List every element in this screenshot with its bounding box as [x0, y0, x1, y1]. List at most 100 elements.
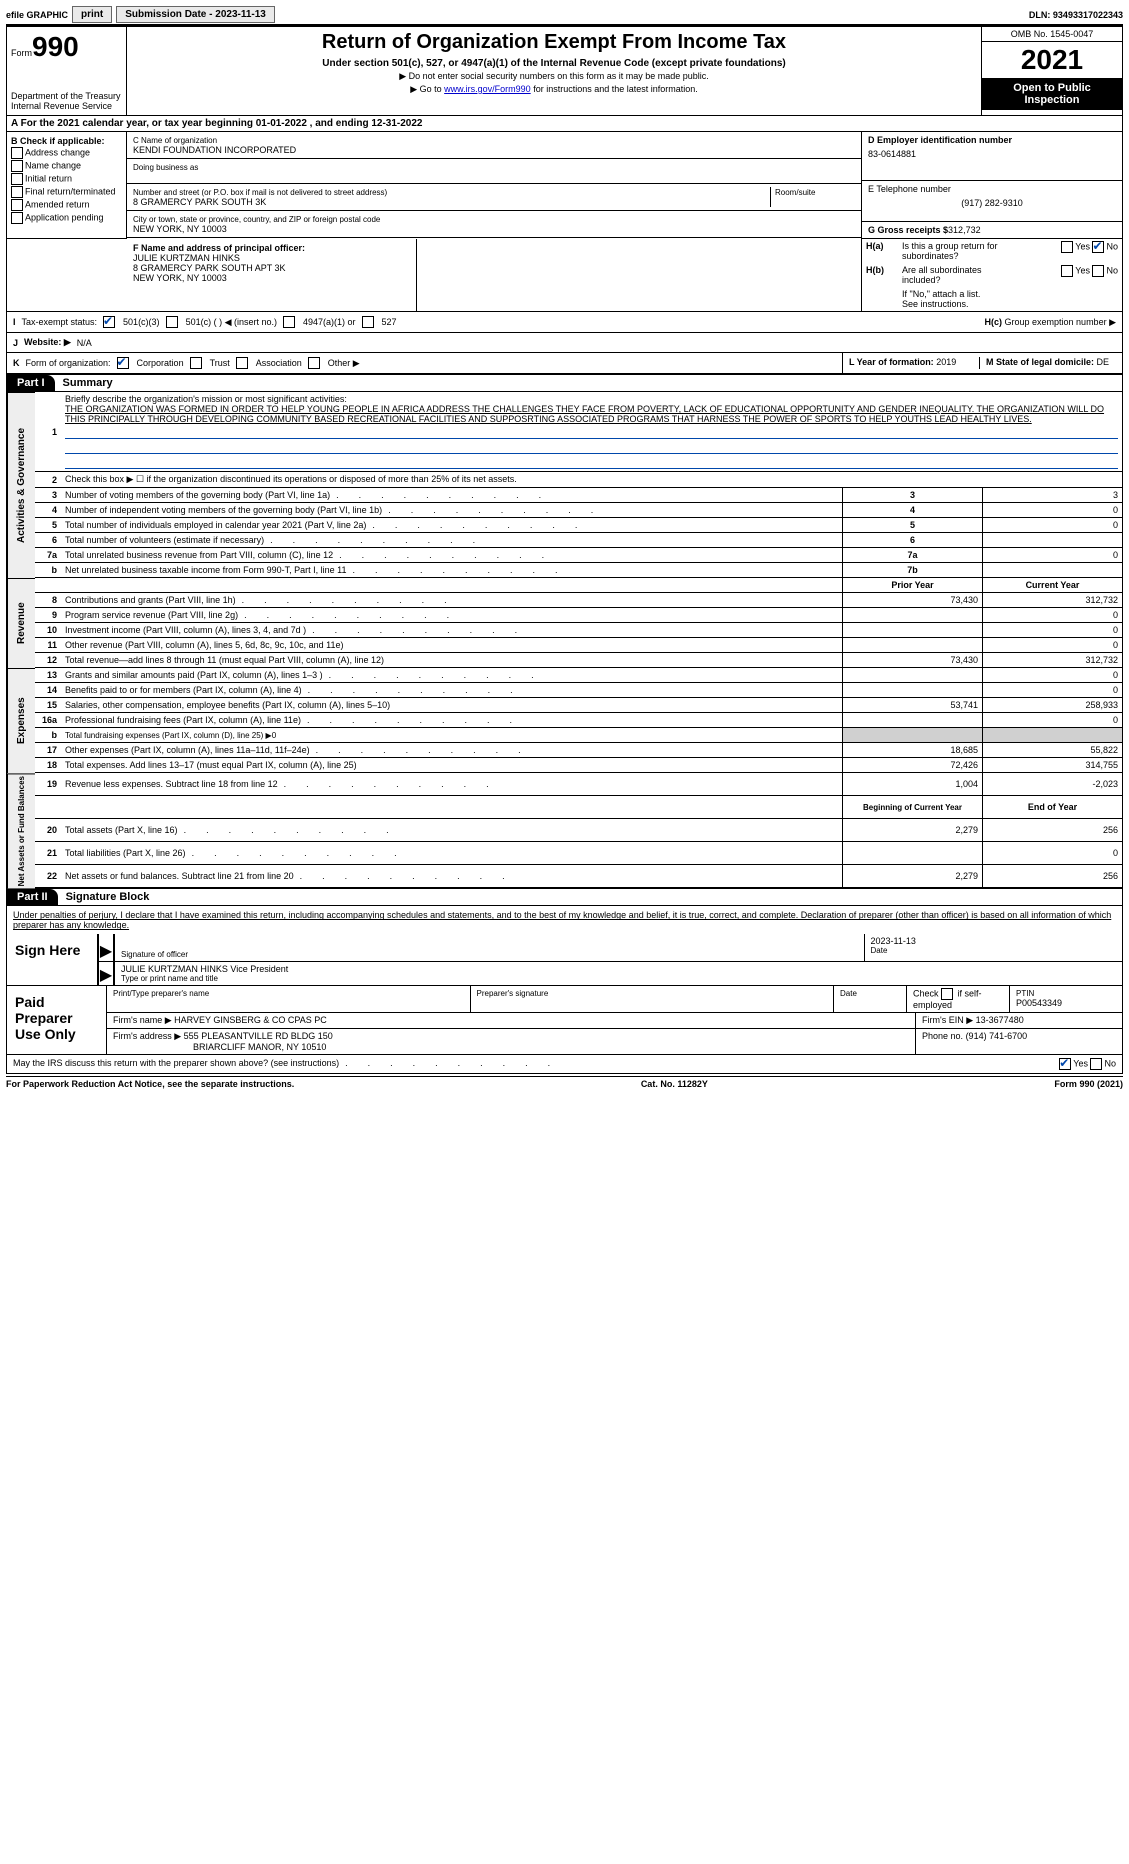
paid-preparer-label: Paid Preparer Use Only — [7, 986, 107, 1054]
chk-501c[interactable] — [166, 316, 178, 328]
gross-label: G Gross receipts $ — [868, 225, 948, 235]
street: 8 GRAMERCY PARK SOUTH 3K — [133, 197, 766, 207]
col-begin-year: Beginning of Current Year — [842, 796, 982, 819]
chk-other[interactable] — [308, 357, 320, 369]
dba-label: Doing business as — [133, 163, 198, 172]
line-11-desc: Other revenue (Part VIII, column (A), li… — [61, 638, 842, 653]
officer-city: NEW YORK, NY 10003 — [133, 273, 410, 283]
row-j: J Website: ▶ N/A — [6, 333, 1123, 353]
form-label: Form — [11, 48, 32, 58]
website-val: N/A — [77, 338, 92, 348]
form-subtitle: Under section 501(c), 527, or 4947(a)(1)… — [131, 58, 977, 69]
efile-label: efile GRAPHIC — [6, 10, 68, 20]
tax-year: 2021 — [982, 42, 1122, 78]
line-7b-desc: Net unrelated business taxable income fr… — [61, 563, 842, 578]
sec-netassets-label: Net Assets or Fund Balances — [7, 773, 35, 888]
line-14-desc: Benefits paid to or for members (Part IX… — [61, 683, 842, 698]
form-title: Return of Organization Exempt From Incom… — [131, 31, 977, 54]
city: NEW YORK, NY 10003 — [133, 224, 855, 234]
chk-self-employed[interactable] — [941, 988, 953, 1000]
line-3-desc: Number of voting members of the governin… — [61, 488, 842, 503]
hb-yes[interactable] — [1061, 265, 1073, 277]
print-button[interactable]: print — [72, 6, 112, 23]
signature-block: Under penalties of perjury, I declare th… — [6, 906, 1123, 986]
room-label: Room/suite — [775, 188, 815, 197]
officer-name: JULIE KURTZMAN HINKS — [133, 253, 410, 263]
ptin: P00543349 — [1016, 998, 1062, 1008]
line-7b-val — [982, 563, 1122, 578]
line-19-desc: Revenue less expenses. Subtract line 18 … — [61, 773, 842, 796]
dln: DLN: 93493317022343 — [1029, 10, 1123, 20]
sec-activities-label: Activities & Governance — [7, 392, 35, 578]
ha-yes[interactable] — [1061, 241, 1073, 253]
chk-address-change[interactable]: Address change — [11, 147, 122, 159]
line-5-desc: Total number of individuals employed in … — [61, 518, 842, 533]
officer-label: F Name and address of principal officer: — [133, 243, 410, 253]
chk-application-pending[interactable]: Application pending — [11, 212, 122, 224]
chk-name-change[interactable]: Name change — [11, 160, 122, 172]
header-note-2: ▶ Go to www.irs.gov/Form990 for instruct… — [131, 84, 977, 95]
header-note-1: ▶ Do not enter social security numbers o… — [131, 71, 977, 82]
chk-association[interactable] — [236, 357, 248, 369]
line-6-desc: Total number of volunteers (estimate if … — [61, 533, 842, 548]
col-prior-year: Prior Year — [842, 578, 982, 593]
sig-arrow-icon: ▶ — [99, 934, 115, 961]
part-ii-header: Part II Signature Block — [6, 888, 1123, 906]
year-formation: 2019 — [936, 357, 956, 367]
col-current-year: Current Year — [982, 578, 1122, 593]
sig-name-title: JULIE KURTZMAN HINKS Vice President — [121, 964, 1116, 974]
dept-treasury: Department of the Treasury — [11, 91, 122, 101]
row-a-tax-year: A For the 2021 calendar year, or tax yea… — [6, 116, 1123, 132]
sec-revenue-label: Revenue — [7, 578, 35, 668]
row-k: K Form of organization: Corporation Trus… — [6, 353, 1123, 374]
sig-arrow-icon: ▶ — [99, 962, 115, 985]
chk-4947[interactable] — [283, 316, 295, 328]
firm-addr1: 555 PLEASANTVILLE RD BLDG 150 — [184, 1031, 333, 1041]
irs-link[interactable]: www.irs.gov/Form990 — [444, 84, 531, 94]
line-16b-desc: Total fundraising expenses (Part IX, col… — [61, 728, 842, 743]
sig-intro: Under penalties of perjury, I declare th… — [7, 906, 1122, 934]
chk-corporation[interactable] — [117, 357, 129, 369]
phone-label: E Telephone number — [868, 184, 1116, 194]
line-17-desc: Other expenses (Part IX, column (A), lin… — [61, 743, 842, 758]
line-8-desc: Contributions and grants (Part VIII, lin… — [61, 593, 842, 608]
part-i-header: Part I Summary — [6, 374, 1123, 392]
line-4-val: 0 — [982, 503, 1122, 518]
omb-number: OMB No. 1545-0047 — [982, 27, 1122, 42]
form-number: 990 — [32, 31, 79, 62]
street-label: Number and street (or P.O. box if mail i… — [133, 188, 387, 197]
line-7a-desc: Total unrelated business revenue from Pa… — [61, 548, 842, 563]
line-4-desc: Number of independent voting members of … — [61, 503, 842, 518]
line-12-desc: Total revenue—add lines 8 through 11 (mu… — [61, 653, 842, 668]
summary-table: Activities & Governance 1 Briefly descri… — [6, 392, 1123, 888]
ein-label: D Employer identification number — [868, 135, 1116, 145]
chk-amended-return[interactable]: Amended return — [11, 199, 122, 211]
ha-no[interactable] — [1092, 241, 1104, 253]
line-13-desc: Grants and similar amounts paid (Part IX… — [61, 668, 842, 683]
hb-no[interactable] — [1092, 265, 1104, 277]
line-15-desc: Salaries, other compensation, employee b… — [61, 698, 842, 713]
line-5-val: 0 — [982, 518, 1122, 533]
footer-left: For Paperwork Reduction Act Notice, see … — [6, 1079, 294, 1089]
gross-receipts: 312,732 — [948, 225, 981, 235]
open-public-badge: Open to Public Inspection — [982, 78, 1122, 110]
col-end-year: End of Year — [982, 796, 1122, 819]
line-21-desc: Total liabilities (Part X, line 26) — [61, 842, 842, 865]
may-yes[interactable] — [1059, 1058, 1071, 1070]
section-fh: F Name and address of principal officer:… — [6, 239, 1123, 312]
sig-date: 2023-11-13 — [871, 936, 1117, 946]
chk-final-return[interactable]: Final return/terminated — [11, 186, 122, 198]
line-18-desc: Total expenses. Add lines 13–17 (must eq… — [61, 758, 842, 773]
paid-preparer-block: Paid Preparer Use Only Print/Type prepar… — [6, 986, 1123, 1055]
may-no[interactable] — [1090, 1058, 1102, 1070]
chk-527[interactable] — [362, 316, 374, 328]
line-9-desc: Program service revenue (Part VIII, line… — [61, 608, 842, 623]
chk-trust[interactable] — [190, 357, 202, 369]
city-label: City or town, state or province, country… — [133, 215, 380, 224]
firm-addr2: BRIARCLIFF MANOR, NY 10510 — [193, 1042, 326, 1052]
h-b-row: H(b) Are all subordinates included? Yes … — [862, 263, 1122, 287]
mission-text: THE ORGANIZATION WAS FORMED IN ORDER TO … — [65, 404, 1104, 424]
chk-501c3[interactable] — [103, 316, 115, 328]
chk-initial-return[interactable]: Initial return — [11, 173, 122, 185]
footer-mid: Cat. No. 11282Y — [641, 1079, 708, 1089]
